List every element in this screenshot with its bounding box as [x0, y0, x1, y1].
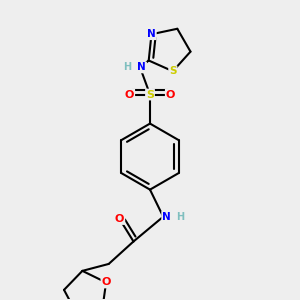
Text: H: H	[176, 212, 184, 222]
Text: N: N	[147, 29, 156, 39]
Text: H: H	[124, 62, 132, 72]
Text: S: S	[169, 66, 177, 76]
Text: O: O	[125, 89, 134, 100]
Text: N: N	[162, 212, 171, 222]
Text: S: S	[146, 89, 154, 100]
Text: O: O	[115, 214, 124, 224]
Text: O: O	[166, 89, 175, 100]
Text: N: N	[137, 62, 146, 72]
Text: O: O	[101, 278, 111, 287]
